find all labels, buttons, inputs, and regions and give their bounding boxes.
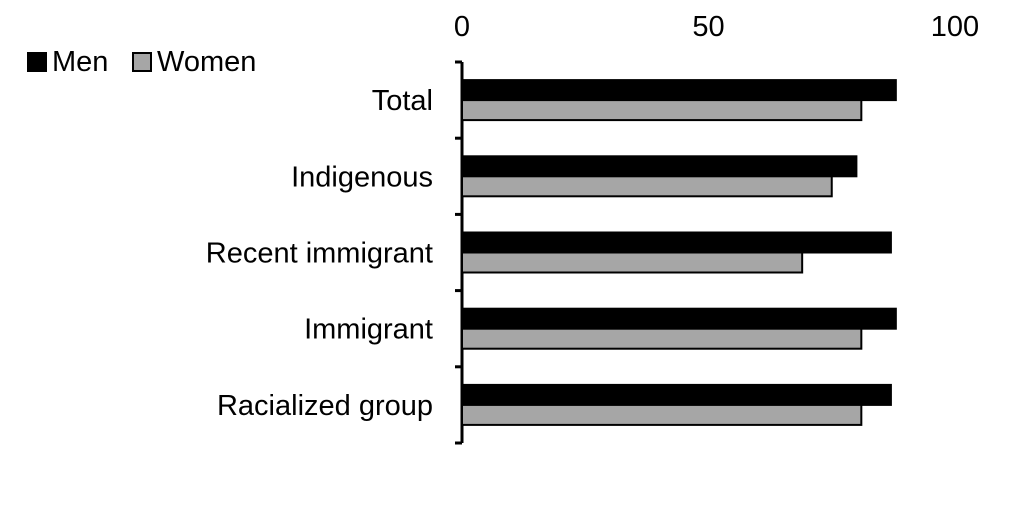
bar-women-immigrant xyxy=(461,327,863,350)
x-axis-tick-labels: 0 50 100 xyxy=(454,11,979,43)
bar-men-total xyxy=(461,79,897,102)
bar-series xyxy=(461,79,897,426)
category-labels: Total Indigenous Recent immigrant Immigrant… xyxy=(206,85,433,422)
category-label: Recent immigrant xyxy=(206,238,433,270)
x-tick-label-50: 50 xyxy=(692,11,724,43)
chart-legend: Men Women xyxy=(27,46,256,78)
y-axis xyxy=(455,60,464,445)
legend-label-men: Men xyxy=(52,46,108,78)
category-label: Racialized group xyxy=(217,390,433,422)
category-label: Total xyxy=(372,85,433,117)
legend-swatch-women xyxy=(132,52,152,72)
legend-label-women: Women xyxy=(157,46,256,78)
bar-men-racialized-group xyxy=(461,383,892,406)
legend-swatch-men xyxy=(27,52,47,72)
x-tick-label-0: 0 xyxy=(454,11,470,43)
bar-men-recent-immigrant xyxy=(461,231,892,254)
bar-women-racialized-group xyxy=(461,403,863,426)
category-label: Indigenous xyxy=(291,161,433,193)
bar-women-total xyxy=(461,99,863,122)
bar-men-indigenous xyxy=(461,155,858,178)
bar-women-recent-immigrant xyxy=(461,251,804,274)
bar-women-indigenous xyxy=(461,175,833,198)
bar-men-immigrant xyxy=(461,307,897,330)
category-label: Immigrant xyxy=(304,314,433,346)
x-tick-label-100: 100 xyxy=(931,11,979,43)
